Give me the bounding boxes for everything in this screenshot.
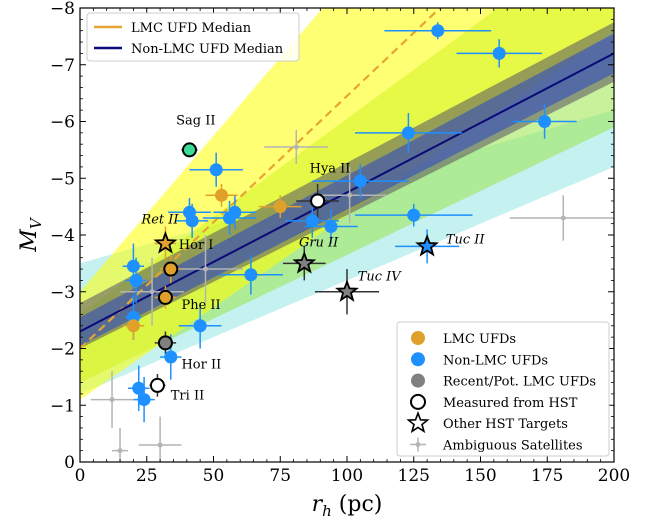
ambiguous-satellite-point bbox=[117, 448, 123, 454]
nonlmc-ufd-point bbox=[137, 393, 151, 407]
legend-swatch-recent bbox=[411, 373, 425, 388]
y-tick-label: 0 bbox=[64, 453, 75, 473]
x-tick-label: 50 bbox=[203, 466, 225, 486]
hst-measured-point bbox=[149, 377, 165, 393]
legend-bottom-label: LMC UFDs bbox=[443, 332, 516, 347]
nonlmc-ufd-point bbox=[407, 208, 421, 222]
nonlmc-ufd-point bbox=[305, 214, 319, 228]
lmc-ufd-point bbox=[215, 188, 229, 202]
ambiguous-satellite-point bbox=[560, 215, 566, 221]
lmc-ufd-point bbox=[157, 289, 173, 305]
ambiguous-satellite-point bbox=[347, 192, 353, 198]
nonlmc-ufd-point bbox=[401, 126, 415, 140]
legend-bottom-label: Non-LMC UFDs bbox=[443, 353, 548, 368]
annotation-label: Phe II bbox=[181, 298, 220, 313]
nonlmc-ufd-point bbox=[431, 24, 445, 38]
annotation-label: Sag II bbox=[176, 113, 215, 128]
recent-lmc-ufd-point bbox=[157, 335, 173, 351]
x-tick-label: 200 bbox=[598, 466, 630, 486]
y-tick-label: −8 bbox=[50, 0, 75, 19]
nonlmc-ufd-point bbox=[126, 259, 140, 273]
hst-target-star bbox=[153, 230, 178, 254]
y-tick-label: −3 bbox=[50, 283, 75, 303]
ambiguous-satellite-point bbox=[157, 442, 163, 448]
y-tick-label: −5 bbox=[50, 169, 75, 189]
ambiguous-satellite-point bbox=[149, 289, 155, 295]
hst-measured-point bbox=[310, 193, 326, 209]
y-axis-title: MV bbox=[17, 216, 45, 253]
legend-top-box bbox=[86, 12, 300, 62]
nonlmc-ufd-point bbox=[185, 214, 199, 228]
sag-ii-point bbox=[181, 142, 197, 158]
legend-top-label: LMC UFD Median bbox=[131, 21, 252, 36]
nonlmc-ufd-point bbox=[132, 381, 146, 395]
y-tick-label: −7 bbox=[50, 56, 75, 76]
x-tick-label: 25 bbox=[136, 466, 158, 486]
legend-bottom-box bbox=[396, 321, 610, 457]
legend-bottom-label: Ambiguous Satellites bbox=[442, 439, 583, 454]
x-tick-label: 75 bbox=[269, 466, 291, 486]
annotation-label: Hor II bbox=[181, 357, 221, 372]
y-tick-label: −1 bbox=[50, 396, 75, 416]
nonlmc-ufd-point bbox=[324, 219, 338, 233]
y-tick-label: −4 bbox=[50, 226, 75, 246]
legend-bottom: LMC UFDs Non-LMC UFDs Recent/Pot. LMC UFDs… bbox=[396, 321, 610, 457]
data-points bbox=[109, 24, 566, 454]
ambiguous-satellite-point bbox=[202, 266, 208, 272]
x-tick-label: 150 bbox=[464, 466, 496, 486]
legend-swatch-hst bbox=[410, 393, 426, 410]
blue-band bbox=[80, 33, 614, 346]
ambiguous-satellite-point bbox=[293, 144, 299, 150]
legend-bottom-label: Measured from HST bbox=[443, 396, 578, 411]
legend-top: LMC UFD Median Non-LMC UFD Median bbox=[86, 12, 300, 62]
nonlmc-ufd-point bbox=[538, 115, 552, 128]
annotation-label: Tri II bbox=[171, 389, 204, 404]
x-axis-title: rh (pc) bbox=[312, 492, 383, 518]
annotation-label: Hor I bbox=[179, 238, 214, 253]
nonlmc-ufd-point bbox=[209, 163, 223, 177]
legend-bottom-label: Other HST Targets bbox=[443, 417, 568, 432]
legend-bottom-label: Recent/Pot. LMC UFDs bbox=[443, 375, 596, 390]
y-tick-label: −6 bbox=[50, 113, 75, 133]
nonlmc-ufd-point bbox=[193, 319, 207, 333]
legend-swatch-cross-dot bbox=[415, 442, 421, 447]
x-tick-label: 175 bbox=[531, 466, 563, 486]
annotation-label: Tuc II bbox=[446, 233, 486, 248]
nonlmc-median-line bbox=[80, 52, 614, 333]
nonlmc-ufd-point bbox=[353, 174, 367, 188]
legend-swatch-nonlmc bbox=[411, 352, 425, 367]
nonlmc-ufd-point bbox=[164, 350, 178, 364]
nonlmc-ufd-point bbox=[228, 205, 242, 219]
hst-target-star bbox=[292, 250, 317, 274]
lmc-ufd-point bbox=[273, 200, 287, 214]
x-tick-label: 0 bbox=[75, 466, 86, 486]
y-tick-label: −2 bbox=[50, 340, 75, 360]
legend-top-label: Non-LMC UFD Median bbox=[131, 42, 284, 57]
annotation-label: Hya II bbox=[310, 162, 351, 177]
annotation-label: Tuc IV bbox=[358, 269, 403, 284]
nonlmc-ufd-point bbox=[129, 273, 143, 287]
lmc-ufd-point bbox=[163, 261, 179, 277]
annotation-label: Gru II bbox=[299, 235, 339, 250]
axis-ticks: 0 25 50 75 100 125 150 175 200 0 −1 −2 −3 −4 −5 −6 −7 −8 bbox=[50, 0, 630, 486]
nonlmc-ufd-point bbox=[244, 268, 258, 282]
ambiguous-satellite-point bbox=[109, 397, 115, 403]
legend-swatch-lmc bbox=[411, 331, 425, 345]
annotation-label: Ret II bbox=[140, 213, 179, 228]
legend-swatch-star bbox=[406, 410, 430, 434]
lmc-ufd-point bbox=[126, 319, 140, 333]
x-tick-label: 100 bbox=[331, 466, 363, 486]
hst-target-star bbox=[415, 233, 440, 257]
nonlmc-ufd-point bbox=[492, 46, 506, 60]
hst-target-star bbox=[335, 279, 359, 302]
x-tick-label: 125 bbox=[398, 466, 430, 486]
